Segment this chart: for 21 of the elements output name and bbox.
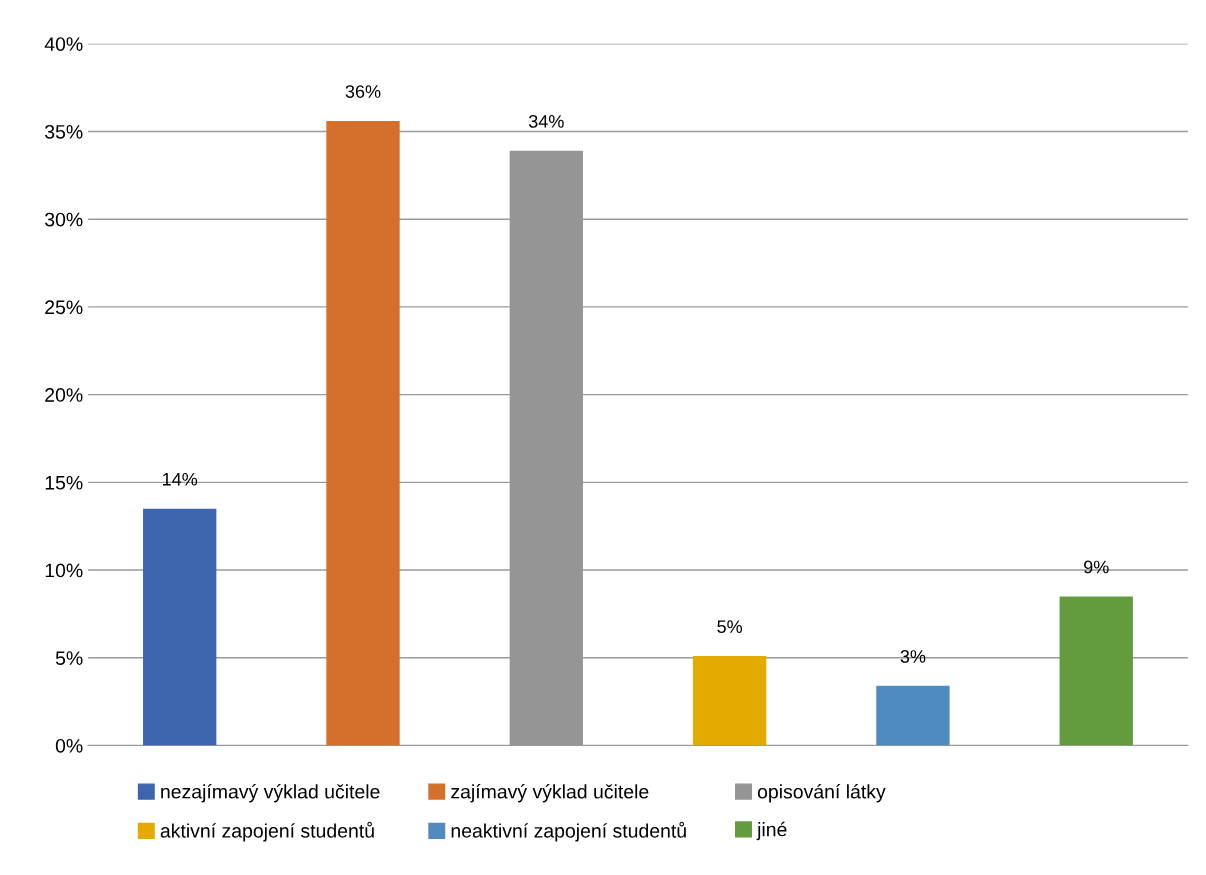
- data-label: 36%: [345, 85, 381, 98]
- legend-label: aktivní zapojení studentů: [160, 821, 374, 842]
- data-label: 34%: [528, 114, 564, 128]
- legend-label: neaktivní zapojení studentů: [451, 821, 686, 842]
- data-label: 5%: [717, 620, 743, 634]
- legend-label: nezajímavý výklad učitele: [161, 784, 380, 803]
- legend-label: jiné: [756, 821, 787, 841]
- y-tick-label: 40%: [44, 37, 83, 51]
- y-tick-label: 15%: [45, 475, 83, 490]
- y-tick-label: 0%: [55, 738, 83, 753]
- y-tick-label: 10%: [45, 563, 83, 578]
- legend-label: opisování látky: [757, 784, 886, 803]
- y-tick-label: 5%: [55, 651, 83, 666]
- data-label: 14%: [163, 472, 198, 486]
- data-label: 9%: [1084, 560, 1109, 574]
- data-label: 3%: [900, 650, 926, 663]
- y-tick-label: 30%: [45, 212, 83, 227]
- legend-label: zajímavý výklad učitele: [451, 784, 649, 803]
- y-tick-label: 25%: [45, 300, 83, 315]
- y-tick-label: 35%: [45, 124, 83, 139]
- y-tick-label: 20%: [45, 388, 83, 402]
